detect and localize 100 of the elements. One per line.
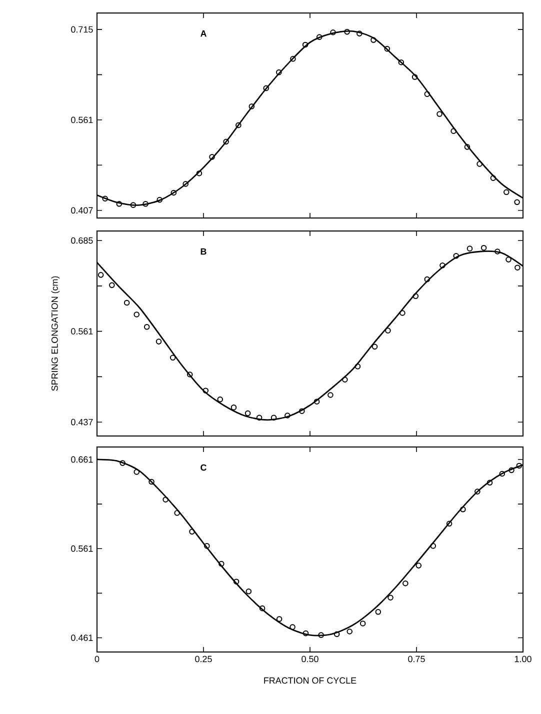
point (494, 248, 500, 254)
point (466, 246, 473, 252)
point (375, 609, 382, 615)
y-tick-label: 0.715 (71, 26, 93, 33)
point (290, 624, 296, 630)
point (480, 244, 487, 251)
point (116, 201, 122, 207)
point (299, 408, 305, 414)
point (388, 594, 394, 601)
point (402, 580, 408, 586)
point (218, 560, 224, 567)
point (416, 562, 422, 568)
point (508, 467, 514, 474)
point (436, 111, 442, 117)
point (189, 528, 195, 535)
point (424, 276, 430, 282)
point (302, 42, 308, 48)
point (148, 478, 154, 485)
point (202, 388, 209, 394)
y-tick-label: 0.461 (71, 634, 93, 641)
point (186, 372, 193, 378)
point (514, 264, 520, 271)
point (284, 412, 290, 418)
point (196, 170, 202, 176)
point (276, 69, 282, 76)
point (412, 293, 419, 300)
point (170, 190, 177, 196)
point (162, 496, 168, 502)
annotation: A (200, 30, 206, 37)
point (342, 376, 348, 383)
point (204, 543, 210, 549)
annotation: B (200, 248, 206, 255)
point (263, 85, 270, 92)
point (302, 630, 309, 636)
x-tick-label: 1.00 (514, 656, 532, 662)
x-tick-label: 0.75 (408, 656, 425, 662)
point (354, 364, 361, 370)
point (244, 410, 251, 416)
point (182, 181, 189, 187)
point (514, 199, 520, 206)
point (385, 328, 391, 334)
point (476, 161, 482, 167)
point (134, 469, 140, 475)
annotation: C (200, 464, 206, 471)
point (130, 202, 136, 208)
point (499, 470, 506, 477)
point (356, 30, 362, 36)
point (344, 28, 350, 35)
point (490, 175, 496, 181)
x-tick-label: 0.50 (302, 656, 318, 662)
point (334, 631, 340, 638)
point (346, 628, 353, 634)
point (370, 37, 376, 43)
y-tick-label: 0.561 (71, 545, 93, 552)
point (486, 480, 493, 486)
point (460, 506, 466, 512)
point (372, 344, 378, 350)
point (330, 29, 336, 36)
point (217, 396, 224, 402)
point (209, 154, 215, 160)
point (120, 460, 126, 466)
point (474, 488, 480, 494)
point (314, 398, 320, 404)
y-tick-label: 0.685 (71, 237, 93, 244)
x-tick-label: 0 (94, 656, 100, 662)
point (144, 324, 150, 330)
point (246, 588, 252, 594)
y-axis-title: SPRING ELONGATION (cm) (51, 276, 60, 391)
point (142, 201, 148, 207)
point (446, 520, 452, 527)
point (424, 91, 430, 97)
point (174, 510, 180, 516)
point (236, 122, 242, 128)
point (102, 196, 108, 202)
point (248, 104, 255, 110)
x-axis-title: FRACTION OF CYCLE (264, 677, 356, 684)
point (316, 34, 322, 40)
y-tick-label: 0.661 (71, 456, 93, 463)
point (156, 338, 162, 344)
point (156, 196, 163, 203)
point (223, 138, 229, 145)
point (233, 578, 240, 584)
point (98, 272, 104, 278)
y-tick-label: 0.561 (71, 116, 93, 124)
point (270, 414, 277, 421)
point (453, 252, 460, 259)
point (230, 404, 237, 410)
point (318, 632, 324, 638)
point (328, 392, 334, 398)
point (360, 620, 366, 626)
point (506, 256, 512, 262)
point (450, 128, 456, 134)
point (134, 312, 140, 318)
point (124, 300, 130, 306)
y-tick-label: 0.561 (71, 328, 93, 334)
point (384, 46, 390, 52)
point (430, 543, 436, 549)
point (440, 262, 446, 268)
point (259, 605, 266, 612)
y-tick-label: 0.437 (71, 418, 93, 426)
